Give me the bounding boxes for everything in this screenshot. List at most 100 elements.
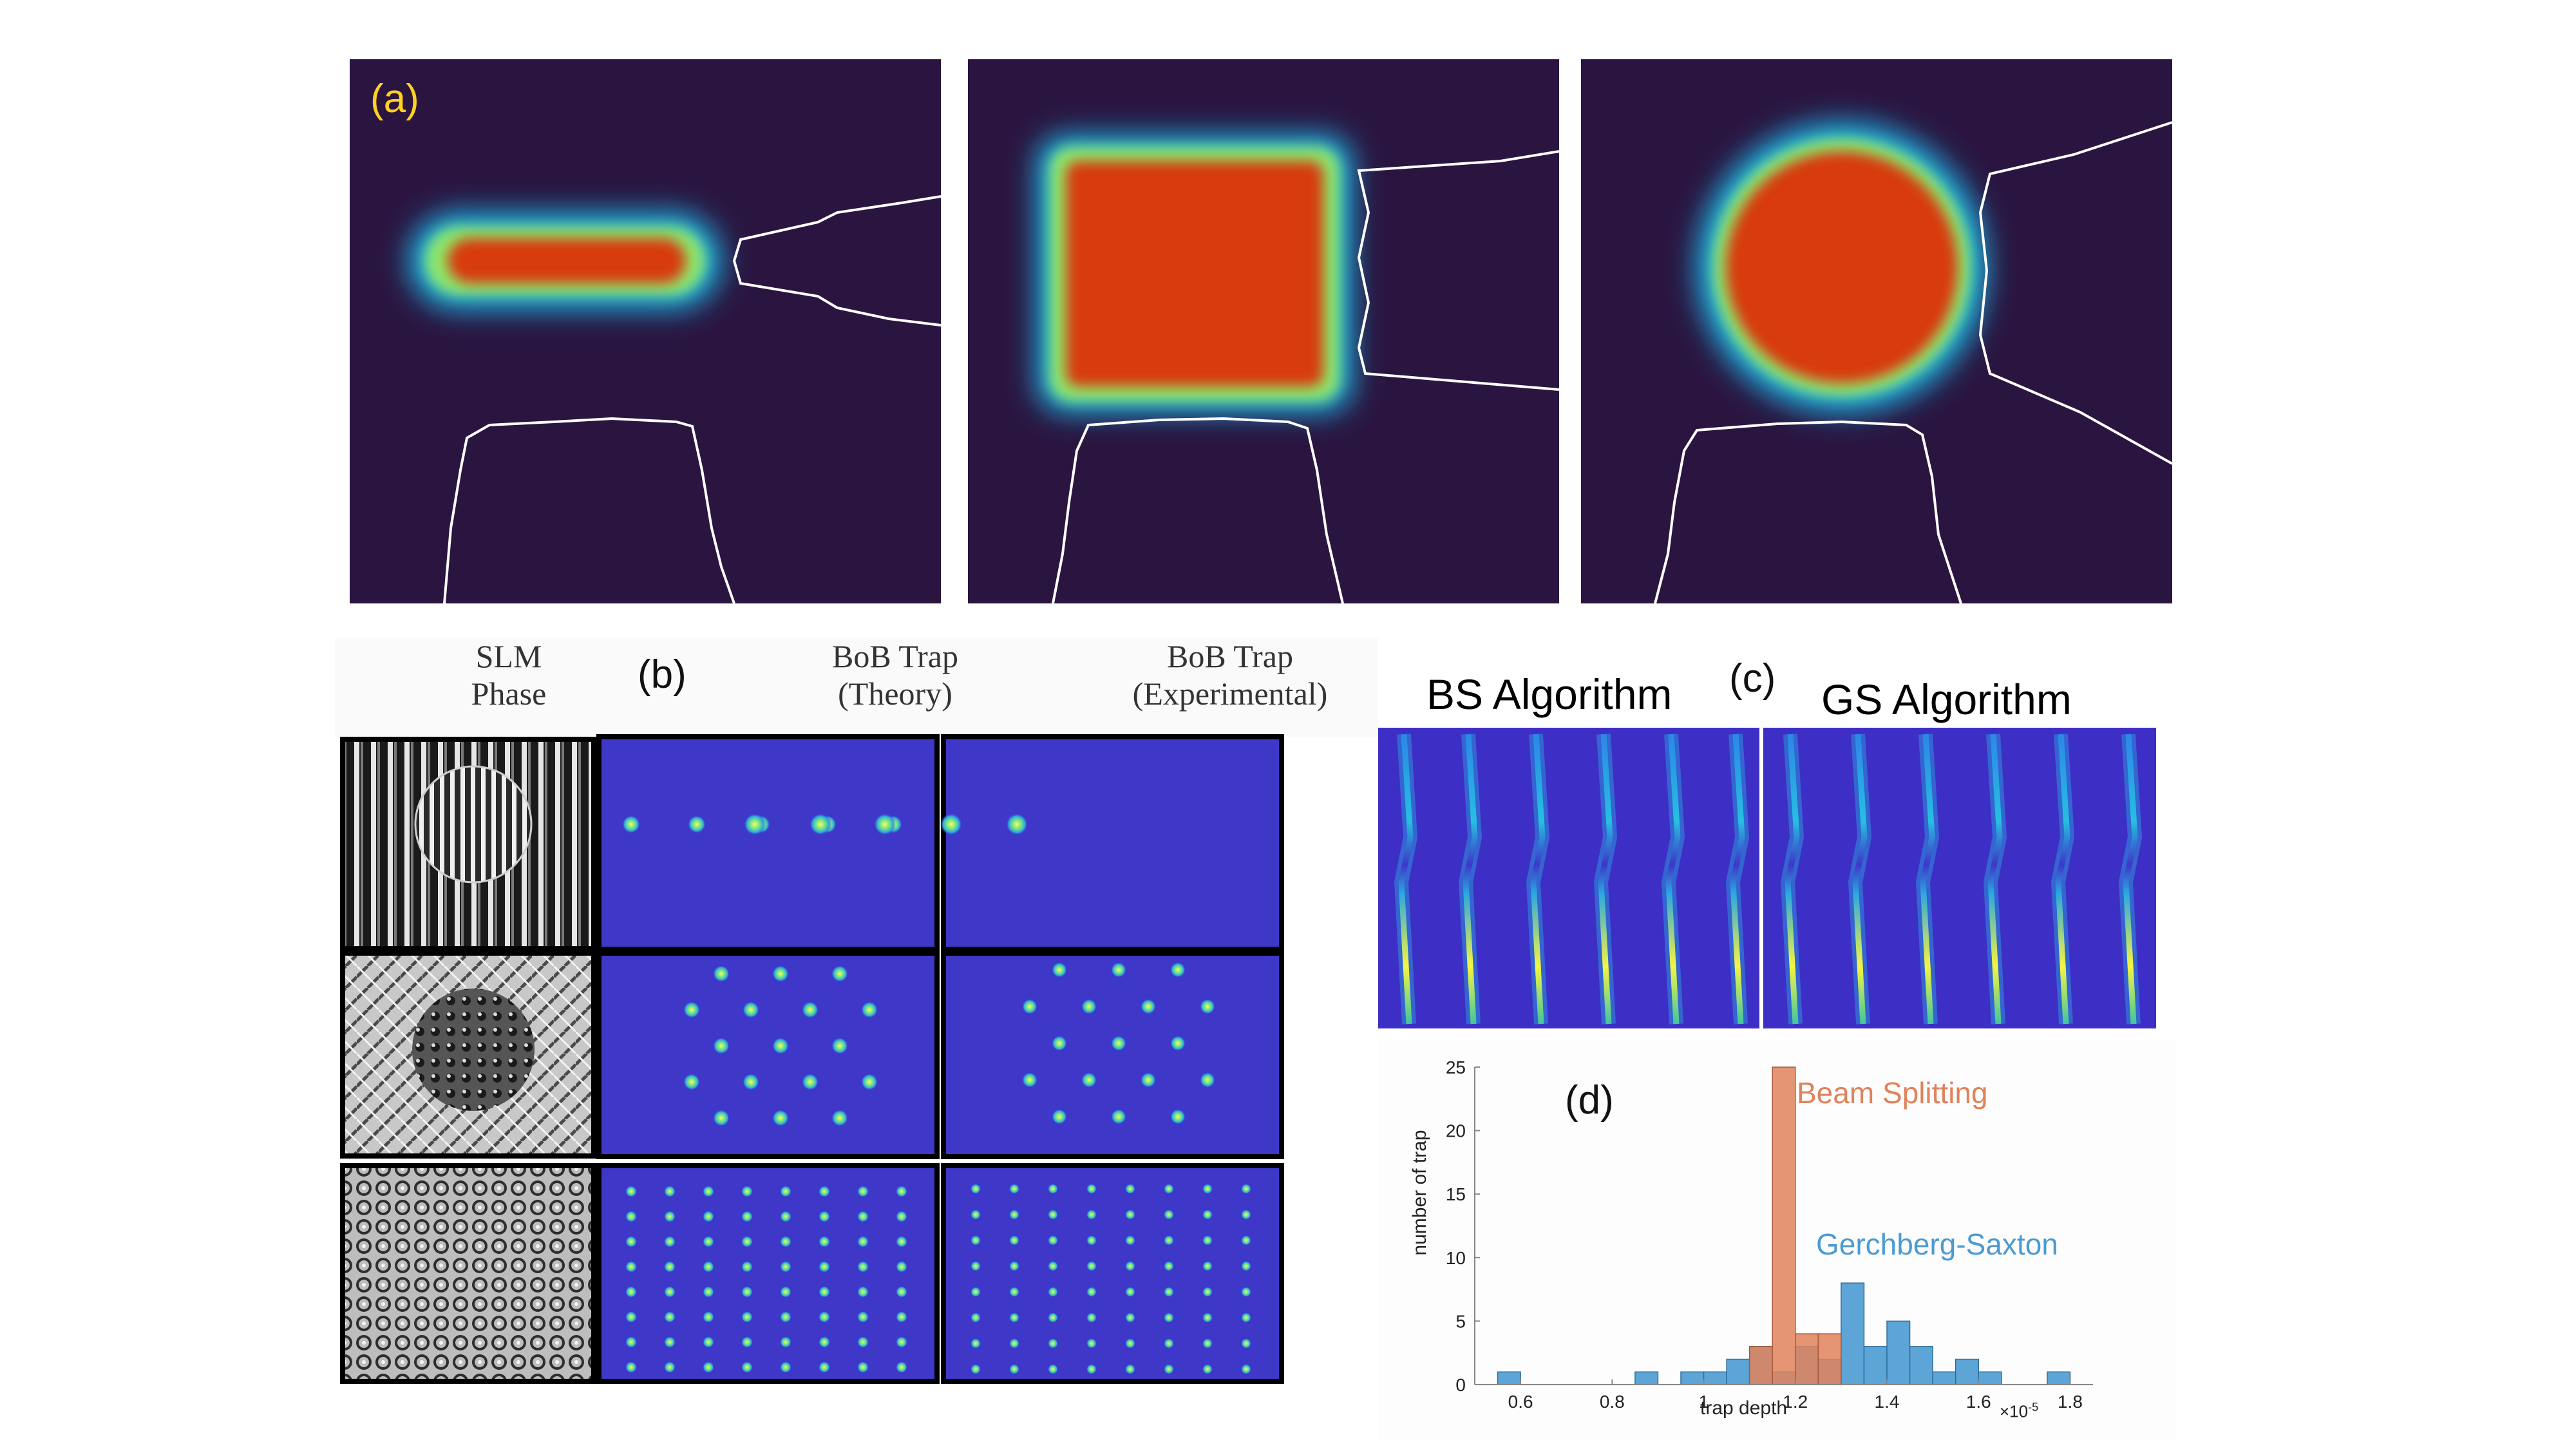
trap-spot [780, 1211, 791, 1222]
trap-spot [896, 1186, 907, 1197]
trap-spot [744, 813, 766, 835]
trap-spot [1164, 1261, 1174, 1271]
trap-spot [861, 1074, 878, 1090]
trap-spot [703, 1211, 714, 1222]
trap-spot [819, 1286, 830, 1298]
trap-spot [940, 813, 962, 835]
trap-spot [1141, 1072, 1156, 1088]
trap-spot [1164, 1235, 1174, 1245]
trap-spot [896, 1336, 907, 1348]
trap-spot [664, 1211, 676, 1222]
panel-d-label: (d) [1565, 1078, 1614, 1122]
gs-histogram-bar [1497, 1371, 1521, 1385]
trap-spot [622, 815, 640, 833]
trap-spot [1125, 1235, 1135, 1245]
bs-algorithm-title: BS Algorithm [1426, 670, 1672, 718]
trap-spot [703, 1336, 714, 1348]
trap-spot [1125, 1287, 1135, 1297]
trap-spot [819, 1236, 830, 1247]
slm-phase-row-3 [340, 1163, 596, 1384]
trap-spot [1052, 1109, 1067, 1124]
trap-spot [664, 1261, 676, 1273]
trap-spot [1202, 1235, 1213, 1245]
trap-spot [780, 1311, 791, 1323]
trap-spot [1241, 1338, 1251, 1349]
trap-spot [1081, 999, 1097, 1014]
gs-histogram-bar [1863, 1346, 1888, 1385]
trap-spot [1164, 1287, 1174, 1297]
trap-spot [896, 1361, 907, 1373]
beam-core [2055, 734, 2070, 1025]
trap-spot [625, 1361, 637, 1373]
trap-spot [1202, 1364, 1213, 1374]
trap-spot [780, 1186, 791, 1197]
x-tick-label: 1.2 [1783, 1392, 1808, 1412]
beam-core [2123, 734, 2138, 1025]
trap-spot [1125, 1364, 1135, 1374]
gs-histogram-bar [1841, 1282, 1865, 1385]
beam-core [1987, 734, 2003, 1025]
trap-spot [1125, 1209, 1135, 1220]
beam-core [1598, 734, 1613, 1025]
trap-spot [772, 1037, 789, 1054]
x-tick-label: 1.4 [1875, 1392, 1900, 1412]
trap-spot [1086, 1209, 1097, 1220]
trap-spot [831, 1110, 848, 1126]
x-tick-label: 0.6 [1508, 1392, 1533, 1412]
panel-b-label: (b) [638, 652, 687, 697]
trap-spot [1009, 1287, 1019, 1297]
x-tick-label: 1.6 [1966, 1392, 1991, 1412]
beam-profile-square [968, 59, 1560, 604]
trap-spot [713, 1037, 730, 1054]
trap-spot [1241, 1235, 1251, 1245]
trap-spot [772, 965, 789, 982]
trap-spot [741, 1286, 753, 1298]
trap-spot [683, 1074, 700, 1090]
legend-beam-splitting: Beam Splitting [1797, 1076, 1988, 1110]
trap-spot [1170, 962, 1186, 978]
trap-spot [802, 1074, 819, 1090]
trap-spot [861, 1001, 878, 1018]
gs-beam-propagation [1763, 728, 2156, 1028]
trap-spot [683, 1001, 700, 1018]
trap-spot [819, 1186, 830, 1197]
trap-spot [743, 1074, 759, 1090]
y-tick-label: 0 [1455, 1375, 1466, 1395]
trap-spot [1241, 1364, 1251, 1374]
trap-spot [857, 1311, 869, 1323]
trap-spot [1081, 1072, 1097, 1088]
trap-spot [703, 1286, 714, 1298]
trap-spot [1009, 1312, 1019, 1323]
trap-spot [971, 1312, 981, 1323]
gs-histogram-bar [1680, 1371, 1705, 1385]
trap-spot [1086, 1312, 1097, 1323]
trap-spot [1202, 1261, 1213, 1271]
trap-spot [713, 965, 730, 982]
trap-spot [819, 1211, 830, 1222]
trap-spot [1164, 1184, 1174, 1194]
legend-gerchberg-saxton: Gerchberg-Saxton [1816, 1227, 2058, 1261]
panel-d: 0 5 10 15 20 25 0.6 0.8 1 1.2 1.4 1.6 1.8 (d) Beam S… [1378, 1040, 2177, 1439]
trap-spot [1086, 1364, 1097, 1374]
trap-spot [1048, 1287, 1058, 1297]
trap-spot [971, 1338, 981, 1349]
trap-spot [857, 1236, 869, 1247]
trap-spot [780, 1336, 791, 1348]
trap-spot [625, 1311, 637, 1323]
x-tick-label: 1 [1699, 1392, 1709, 1412]
col-header-experimental: BoB Trap (Experimental) [1132, 638, 1328, 712]
trap-spot [896, 1311, 907, 1323]
trap-spot [971, 1184, 981, 1194]
trap-spot [1202, 1287, 1213, 1297]
trap-spot [703, 1236, 714, 1247]
panel-c: BS Algorithm (c) GS Algorithm [1378, 638, 2177, 1037]
trap-spot [819, 1261, 830, 1273]
col-header-theory: BoB Trap (Theory) [832, 638, 958, 712]
experimental-row-1 [941, 734, 1284, 952]
trap-spot [819, 1361, 830, 1373]
trap-spot [1048, 1261, 1058, 1271]
trap-spot [971, 1235, 981, 1245]
trap-spot [819, 1336, 830, 1348]
x-tick-label: 1.8 [2058, 1392, 2083, 1412]
beam-core [1730, 734, 1745, 1025]
